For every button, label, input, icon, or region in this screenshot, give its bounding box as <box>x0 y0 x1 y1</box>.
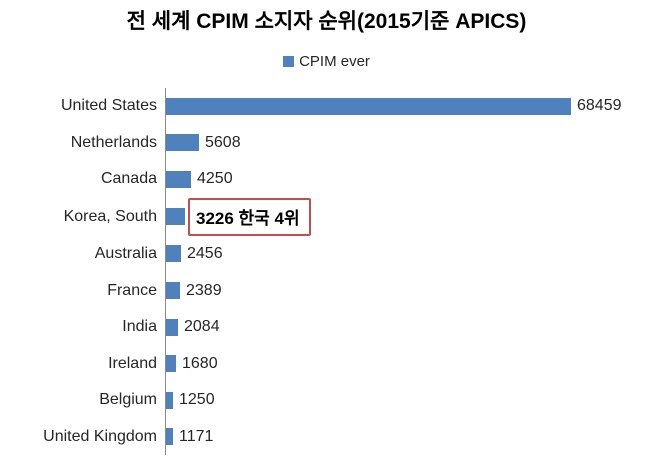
value-label: 2456 <box>187 244 223 262</box>
category-label: Netherlands <box>70 133 157 151</box>
chart-row: France 2389 <box>0 272 650 309</box>
bar-chart: United States 68459 Netherlands 5608 Canada 4… <box>0 88 650 456</box>
chart-row: Korea, South 3226 한국 4위 <box>0 197 650 236</box>
chart-row: United States 68459 <box>0 88 650 125</box>
chart-row: Australia 2456 <box>0 235 650 273</box>
category-label: Australia <box>94 244 157 262</box>
category-label: France <box>107 281 157 299</box>
chart-row: India 2084 <box>0 308 650 346</box>
category-label: Korea, South <box>63 207 157 225</box>
value-label: 1171 <box>179 427 214 445</box>
category-label: Canada <box>100 170 157 188</box>
bar-zone: 1250 <box>165 381 650 419</box>
category-label: Belgium <box>99 391 157 409</box>
bar-zone: 68459 <box>165 88 650 125</box>
chart-row: Netherlands 5608 <box>0 124 650 162</box>
chart-row: Ireland 1680 <box>0 345 650 382</box>
value-label: 2084 <box>184 318 220 336</box>
bar <box>166 245 181 263</box>
value-label-highlighted: 3226 한국 4위 <box>188 197 311 236</box>
legend: CPIM ever <box>0 53 653 70</box>
bar <box>166 318 178 336</box>
bar-zone: 1171 <box>165 418 650 456</box>
category-label: Ireland <box>108 354 157 372</box>
bar-zone: 2389 <box>165 272 650 309</box>
value-label: 4250 <box>197 170 233 188</box>
value-label: 68459 <box>577 97 622 115</box>
chart-row: United Kingdom 1171 <box>0 418 650 456</box>
bar <box>166 97 571 115</box>
value-label: 1250 <box>179 391 215 409</box>
bar-zone: 3226 한국 4위 <box>165 197 650 236</box>
chart-title: 전 세계 CPIM 소지자 순위(2015기준 APICS) <box>126 10 527 33</box>
bar <box>166 170 191 188</box>
chart-row: Canada 4250 <box>0 161 650 198</box>
value-label: 5608 <box>205 133 241 151</box>
category-label: India <box>122 318 157 336</box>
value-label: 2389 <box>186 281 222 299</box>
bar <box>166 134 199 152</box>
bar <box>166 355 176 373</box>
bar-zone: 5608 <box>165 124 650 162</box>
value-label: 1680 <box>182 354 218 372</box>
bar-zone: 2084 <box>165 308 650 346</box>
bar-zone: 2456 <box>165 235 650 273</box>
bar-zone: 1680 <box>165 345 650 382</box>
bar <box>166 391 173 409</box>
legend-swatch-icon <box>283 56 295 67</box>
category-label: United Kingdom <box>43 427 157 445</box>
bar <box>166 208 185 226</box>
bar-zone: 4250 <box>165 161 650 198</box>
bar <box>166 428 173 446</box>
category-label: United States <box>60 97 157 115</box>
legend-label: CPIM ever <box>299 53 370 70</box>
chart-row: Belgium 1250 <box>0 381 650 419</box>
bar <box>166 282 180 300</box>
